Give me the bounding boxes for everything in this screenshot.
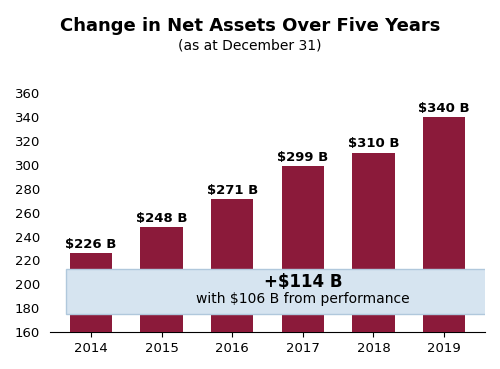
- Text: $340 B: $340 B: [418, 101, 470, 115]
- Text: Change in Net Assets Over Five Years: Change in Net Assets Over Five Years: [60, 17, 440, 35]
- Bar: [352, 153, 395, 332]
- Text: +$114 B: +$114 B: [264, 273, 342, 291]
- Text: $299 B: $299 B: [277, 151, 328, 163]
- Bar: [211, 200, 254, 332]
- Text: (as at December 31): (as at December 31): [178, 39, 322, 53]
- Bar: [423, 117, 465, 332]
- Text: $310 B: $310 B: [348, 138, 399, 151]
- Text: $271 B: $271 B: [206, 184, 258, 197]
- Text: $226 B: $226 B: [66, 238, 116, 251]
- Text: with $106 B from performance: with $106 B from performance: [196, 292, 410, 306]
- Bar: [140, 227, 183, 332]
- Bar: [282, 166, 324, 332]
- Bar: [70, 253, 112, 332]
- FancyBboxPatch shape: [66, 269, 500, 314]
- Text: $248 B: $248 B: [136, 211, 188, 225]
